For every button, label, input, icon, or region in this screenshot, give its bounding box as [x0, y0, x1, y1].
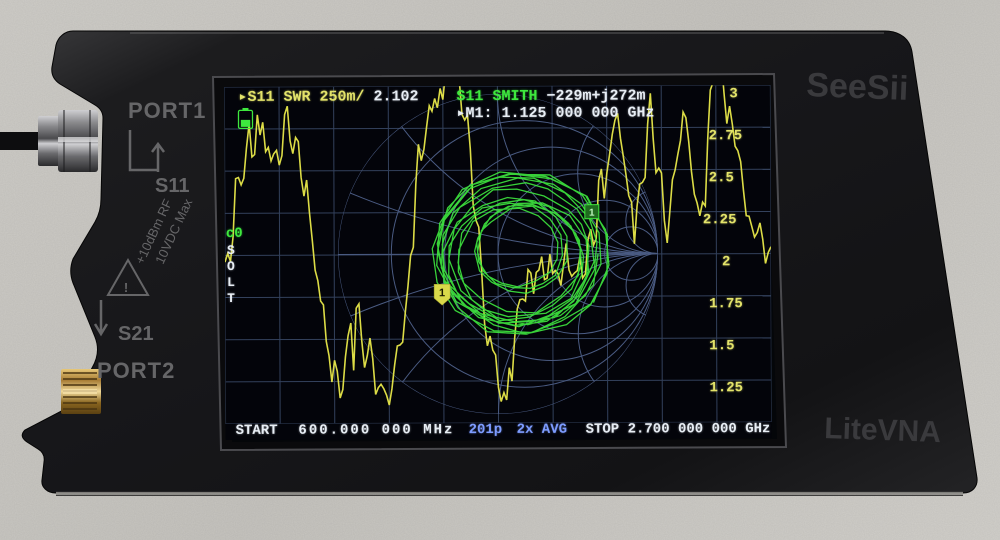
svg-text:!: ! — [124, 280, 128, 295]
svg-text:1: 1 — [439, 287, 445, 299]
svg-text:LiteVNA: LiteVNA — [824, 412, 942, 449]
svg-text:SeeSii: SeeSii — [806, 66, 909, 108]
svg-text:PORT1: PORT1 — [128, 98, 206, 123]
svg-text:S21: S21 — [118, 323, 154, 345]
svg-text:PORT2: PORT2 — [97, 358, 175, 383]
svg-text:S11: S11 — [155, 175, 189, 197]
svg-text:1: 1 — [589, 208, 595, 219]
